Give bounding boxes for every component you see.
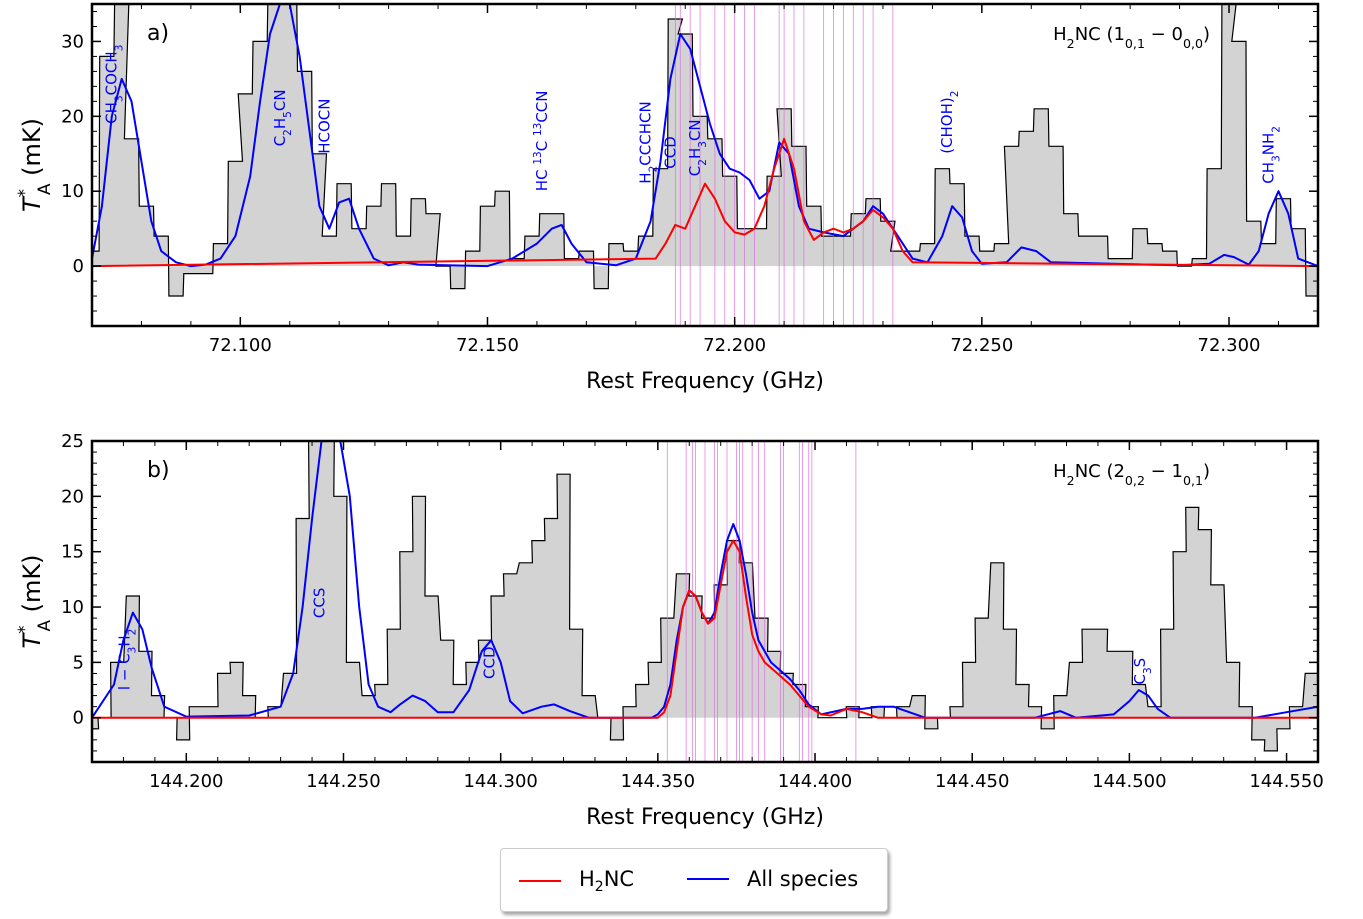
x-tick-label: 144.550 xyxy=(1249,771,1323,792)
x-tick-label: 144.200 xyxy=(149,771,223,792)
y-tick-label: 5 xyxy=(73,652,84,673)
plot-area-b xyxy=(92,441,1318,762)
x-tick-label: 144.450 xyxy=(935,771,1009,792)
x-tick-label: 144.400 xyxy=(778,771,852,792)
species-label: H2CCCHCN xyxy=(637,101,660,183)
legend-swatch-all xyxy=(687,877,729,881)
species-label: CCD xyxy=(661,136,679,169)
plot-frame xyxy=(90,2,1320,328)
y-axis-label: T*A (mK) xyxy=(14,118,54,212)
panel-label: b) xyxy=(147,458,170,483)
plot-frame xyxy=(90,439,1320,764)
y-tick-label: 20 xyxy=(61,486,84,507)
legend: H2NC All species xyxy=(500,848,888,912)
series-all-species xyxy=(92,441,1318,719)
x-tick-label: 144.300 xyxy=(463,771,537,792)
series-all-species xyxy=(92,4,1318,268)
y-tick-label: 25 xyxy=(61,431,84,452)
y-tick-label: 10 xyxy=(61,597,84,618)
transition-label: H2NC (10,1 − 00,0) xyxy=(1053,24,1210,51)
transition-label: H2NC (20,2 − 10,1) xyxy=(1053,461,1210,488)
y-tick-label: 15 xyxy=(61,542,84,563)
observed-fill xyxy=(92,4,1318,296)
plot-area-a xyxy=(92,4,1318,326)
legend-swatch-h2nc xyxy=(519,879,561,883)
legend-label-h2nc: H2NC xyxy=(579,867,635,896)
species-label: HCOCN xyxy=(315,99,333,154)
species-label: (CHOH)2 xyxy=(938,91,961,154)
series-h2nc xyxy=(92,539,1318,719)
species-label: C2H3CN xyxy=(686,119,709,176)
species-label: CH3COCH3 xyxy=(103,45,126,124)
x-axis-label: Rest Frequency (GHz) xyxy=(586,369,824,394)
panel-label: a) xyxy=(147,21,169,46)
x-tick-label: 72.300 xyxy=(1198,335,1261,356)
species-label: CCS xyxy=(311,588,329,618)
panel-b: l − C3H2 CCS CCD C3S 144.200 144.250 144.300 14… xyxy=(14,431,1324,830)
x-tick-label: 144.250 xyxy=(306,771,380,792)
species-label: C2H5CN xyxy=(271,89,294,146)
species-label: CCD xyxy=(480,647,498,680)
y-tick-label: 30 xyxy=(61,31,84,52)
legend-item-all: All species xyxy=(687,867,858,891)
y-tick-label: 10 xyxy=(61,181,84,202)
observed-fill xyxy=(92,441,1318,751)
y-axis-label: T*A (mK) xyxy=(14,554,54,648)
x-tick-label: 72.200 xyxy=(703,335,766,356)
legend-item-h2nc: H2NC xyxy=(519,867,634,895)
x-axis-label: Rest Frequency (GHz) xyxy=(586,805,824,830)
x-tick-label: 144.500 xyxy=(1092,771,1166,792)
x-tick-label: 144.350 xyxy=(621,771,695,792)
x-tick-label: 72.150 xyxy=(456,335,519,356)
legend-label-all: All species xyxy=(747,867,859,891)
y-tick-label: 0 xyxy=(73,256,84,277)
species-label: C3S xyxy=(1131,658,1154,685)
species-label: CH3NH2 xyxy=(1260,126,1283,184)
y-tick-label: 0 xyxy=(73,708,84,729)
species-label: l − C3H2 xyxy=(116,629,139,690)
y-tick-label: 20 xyxy=(61,106,84,127)
species-label: HC 13C 13CCN xyxy=(532,90,551,191)
series-h2nc xyxy=(92,137,1318,268)
x-tick-label: 72.250 xyxy=(950,335,1013,356)
x-tick-label: 72.100 xyxy=(209,335,272,356)
